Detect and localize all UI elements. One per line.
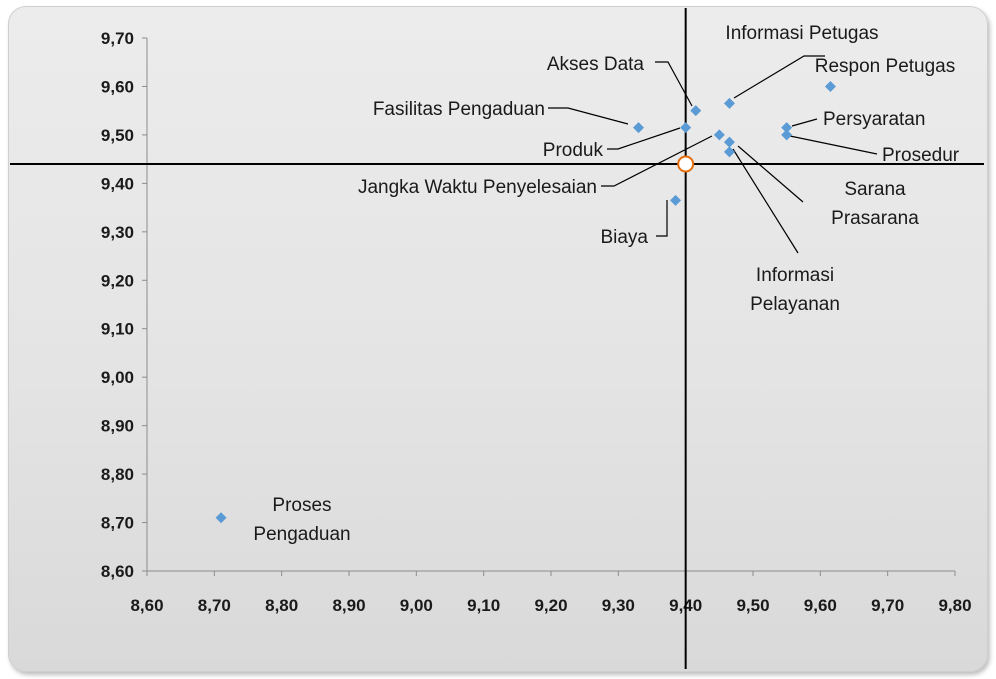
point-label: Sarana Prasarana [831, 179, 919, 229]
x-tick-label: 8,60 [130, 596, 163, 615]
data-point [215, 512, 227, 524]
point-label: Prosedur [882, 145, 960, 166]
data-point [680, 122, 692, 134]
data-point [713, 129, 725, 141]
chart-frame [8, 6, 988, 672]
point-label-line: Fasilitas Pengaduan [373, 99, 545, 120]
data-point [690, 105, 702, 117]
x-tick-label: 9,00 [400, 596, 433, 615]
point-label-line: Informasi Petugas [725, 23, 878, 44]
y-tick-label: 9,40 [101, 174, 134, 193]
point-label-line: Proses [272, 495, 331, 516]
y-tick-label: 9,00 [101, 368, 134, 387]
point-label-line: Pelayanan [750, 294, 840, 315]
point-label: Respon Petugas [815, 56, 956, 77]
point-label: Informasi Petugas [725, 23, 878, 44]
point-label-line: Produk [543, 140, 604, 161]
leader-line [601, 135, 713, 187]
y-tick-label: 9,20 [101, 271, 134, 290]
point-label: Persyaratan [823, 109, 925, 130]
data-point [781, 122, 793, 134]
x-tick-label: 9,70 [871, 596, 904, 615]
x-tick-label: 9,30 [602, 596, 635, 615]
y-tick-label: 9,70 [101, 29, 134, 48]
data-point [723, 97, 735, 109]
data-point [781, 129, 793, 141]
point-label: Jangka Waktu Penyelesaian [358, 177, 597, 198]
x-tick-label: 9,10 [467, 596, 500, 615]
leader-line [733, 55, 825, 99]
data-point [723, 146, 735, 158]
point-label: Fasilitas Pengaduan [373, 99, 545, 120]
y-tick-label: 8,90 [101, 417, 134, 436]
x-tick-label: 8,70 [198, 596, 231, 615]
x-tick-label: 8,80 [265, 596, 298, 615]
y-tick-label: 9,30 [101, 223, 134, 242]
leader-line [791, 118, 818, 127]
data-point [723, 136, 735, 148]
x-tick-label: 9,20 [534, 596, 567, 615]
point-label-line: Pengaduan [253, 524, 350, 545]
point-label-line: Informasi [756, 265, 834, 286]
point-label: Biaya [600, 227, 648, 248]
point-label-line: Prasarana [831, 208, 919, 229]
point-label-line: Persyaratan [823, 109, 925, 130]
y-tick-label: 9,10 [101, 320, 134, 339]
point-label: Akses Data [547, 54, 645, 75]
x-tick-label: 9,80 [938, 596, 971, 615]
data-point [824, 80, 836, 92]
point-label-line: Sarana [844, 179, 906, 200]
point-labels: Proses Pengaduan Fasilitas Pengaduan Produk… [253, 23, 959, 545]
data-point [633, 122, 645, 134]
point-label-line: Biaya [600, 227, 648, 248]
y-tick-label: 8,80 [101, 465, 134, 484]
point-label: Informasi Pelayanan [750, 265, 840, 315]
point-label: Proses Pengaduan [253, 495, 350, 545]
y-tick-label: 9,60 [101, 77, 134, 96]
leader-line [737, 145, 804, 203]
y-tick-label: 8,60 [101, 562, 134, 581]
point-label-line: Akses Data [547, 54, 645, 75]
leader-line [655, 61, 693, 107]
data-points [215, 80, 836, 524]
point-label-line: Jangka Waktu Penyelesaian [358, 177, 597, 198]
x-tick-label: 9,50 [736, 596, 769, 615]
data-point [670, 194, 682, 206]
point-label-line: Respon Petugas [815, 56, 956, 77]
y-tick-label: 9,50 [101, 126, 134, 145]
leader-line [656, 200, 668, 237]
x-tick-label: 9,60 [804, 596, 837, 615]
point-label: Produk [543, 140, 604, 161]
y-tick-label: 8,70 [101, 514, 134, 533]
leader-lines [548, 55, 878, 254]
leader-line [789, 135, 878, 155]
leader-line [548, 107, 629, 125]
mean-point [677, 155, 695, 173]
axes: 8,60 8,70 8,80 8,90 9,00 9,10 9,20 9,30 9,40 9,50… [101, 29, 972, 615]
x-tick-label: 8,90 [332, 596, 365, 615]
leader-line [607, 127, 681, 150]
leader-line [732, 148, 799, 254]
point-label-line: Prosedur [882, 145, 960, 166]
mean-lines [10, 8, 984, 669]
